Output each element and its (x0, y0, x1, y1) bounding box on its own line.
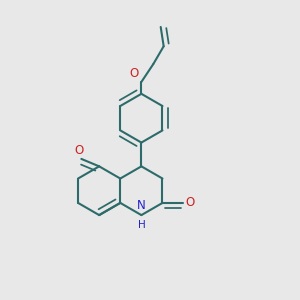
Text: O: O (74, 143, 84, 157)
Text: H: H (137, 220, 145, 230)
Text: O: O (129, 67, 139, 80)
Text: N: N (137, 199, 146, 212)
Text: O: O (186, 196, 195, 209)
